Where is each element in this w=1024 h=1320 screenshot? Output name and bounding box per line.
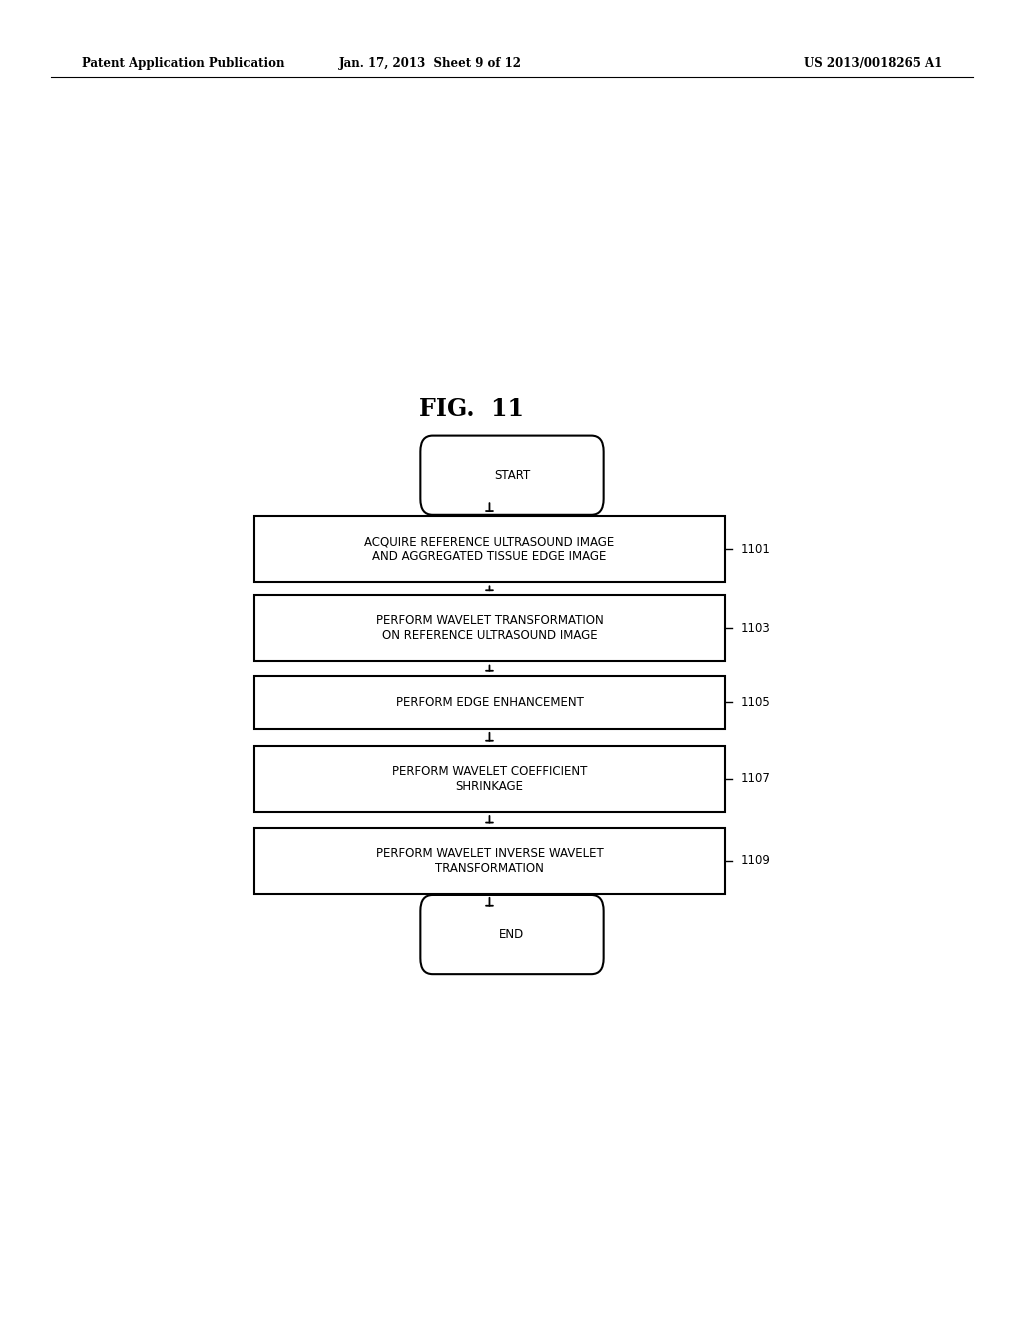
FancyBboxPatch shape: [254, 595, 725, 661]
Text: ACQUIRE REFERENCE ULTRASOUND IMAGE
AND AGGREGATED TISSUE EDGE IMAGE: ACQUIRE REFERENCE ULTRASOUND IMAGE AND A…: [365, 535, 614, 564]
Text: PERFORM EDGE ENHANCEMENT: PERFORM EDGE ENHANCEMENT: [395, 696, 584, 709]
Text: 1101: 1101: [740, 543, 770, 556]
FancyBboxPatch shape: [254, 676, 725, 729]
Text: US 2013/0018265 A1: US 2013/0018265 A1: [804, 57, 942, 70]
Text: END: END: [500, 928, 524, 941]
Text: Jan. 17, 2013  Sheet 9 of 12: Jan. 17, 2013 Sheet 9 of 12: [339, 57, 521, 70]
Text: Patent Application Publication: Patent Application Publication: [82, 57, 285, 70]
Text: PERFORM WAVELET TRANSFORMATION
ON REFERENCE ULTRASOUND IMAGE: PERFORM WAVELET TRANSFORMATION ON REFERE…: [376, 614, 603, 643]
Text: FIG.  11: FIG. 11: [419, 397, 523, 421]
FancyBboxPatch shape: [420, 436, 603, 515]
FancyBboxPatch shape: [254, 828, 725, 894]
FancyBboxPatch shape: [254, 516, 725, 582]
Text: 1103: 1103: [740, 622, 770, 635]
Text: PERFORM WAVELET COEFFICIENT
SHRINKAGE: PERFORM WAVELET COEFFICIENT SHRINKAGE: [392, 764, 587, 793]
FancyBboxPatch shape: [254, 746, 725, 812]
FancyBboxPatch shape: [420, 895, 603, 974]
Text: START: START: [494, 469, 530, 482]
Text: 1107: 1107: [740, 772, 770, 785]
Text: 1105: 1105: [740, 696, 770, 709]
Text: PERFORM WAVELET INVERSE WAVELET
TRANSFORMATION: PERFORM WAVELET INVERSE WAVELET TRANSFOR…: [376, 846, 603, 875]
Text: 1109: 1109: [740, 854, 770, 867]
